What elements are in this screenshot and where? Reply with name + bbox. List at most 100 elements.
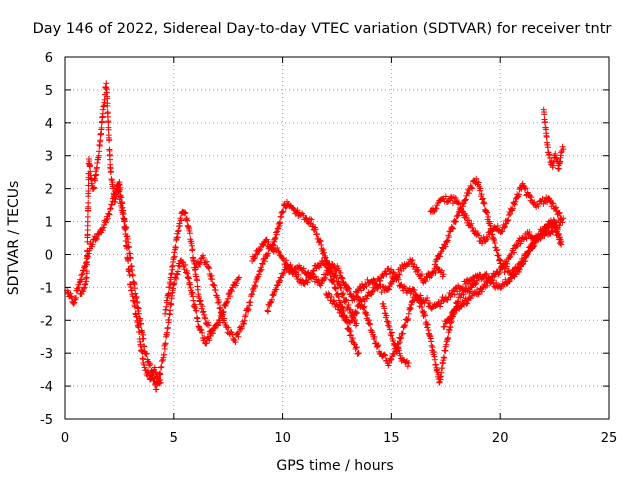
data-point [466, 217, 473, 224]
data-point [396, 347, 403, 354]
data-point [355, 294, 362, 301]
data-point [398, 334, 405, 341]
data-point [513, 265, 520, 272]
data-point [439, 364, 446, 371]
data-point [347, 306, 354, 313]
data-point [382, 352, 389, 359]
data-point [276, 249, 283, 256]
data-point [366, 317, 373, 324]
data-point [443, 238, 450, 245]
series-track-f [264, 256, 447, 315]
data-point [386, 360, 393, 367]
data-point [444, 296, 451, 303]
data-point [332, 285, 339, 292]
data-point [206, 265, 213, 272]
data-point [193, 314, 200, 321]
data-point [184, 217, 191, 224]
data-point [444, 198, 451, 205]
data-point [541, 111, 548, 118]
data-point [312, 273, 319, 280]
data-point [124, 245, 131, 252]
data-point [242, 313, 249, 320]
data-point [523, 235, 530, 242]
data-point [496, 256, 503, 263]
data-point [157, 364, 164, 371]
y-tick-label: 0 [45, 248, 53, 263]
data-point [483, 270, 490, 277]
data-point [496, 270, 503, 277]
data-point [542, 119, 549, 126]
data-point [145, 369, 152, 376]
data-point [473, 175, 480, 182]
data-point [255, 271, 262, 278]
data-point [75, 284, 82, 291]
data-point [257, 267, 264, 274]
data-point [183, 216, 190, 223]
data-point [250, 288, 257, 295]
data-point [501, 223, 508, 230]
data-point [203, 340, 210, 347]
data-point [289, 270, 296, 277]
data-point [493, 247, 500, 254]
data-point [164, 299, 171, 306]
data-point [140, 361, 147, 368]
data-point [133, 293, 140, 300]
data-point [334, 290, 341, 297]
data-point [360, 304, 367, 311]
data-point [166, 284, 173, 291]
data-point [194, 277, 201, 284]
data-point [501, 263, 508, 270]
data-point [374, 343, 381, 350]
data-point [417, 272, 424, 279]
data-point [213, 321, 220, 328]
data-point [68, 293, 75, 300]
data-point [258, 266, 265, 273]
data-point [347, 328, 354, 335]
data-point [388, 329, 395, 336]
data-point [477, 185, 484, 192]
data-point [268, 296, 275, 303]
data-point [422, 278, 429, 285]
y-tick-label: 4 [45, 117, 53, 132]
data-point [321, 276, 328, 283]
data-point [466, 190, 473, 197]
data-point [432, 205, 439, 212]
data-point [186, 230, 193, 237]
data-point [256, 247, 263, 254]
data-point [460, 203, 467, 210]
data-point [509, 205, 516, 212]
data-point [553, 224, 560, 231]
data-point [343, 297, 350, 304]
data-point [346, 326, 353, 333]
data-point [189, 246, 196, 253]
data-point [522, 258, 529, 265]
data-point [488, 227, 495, 234]
data-point [444, 237, 451, 244]
data-point [104, 215, 111, 222]
data-point [367, 321, 374, 328]
data-point [181, 210, 188, 217]
data-point [505, 211, 512, 218]
data-point [516, 266, 523, 273]
data-point [463, 212, 470, 219]
data-point [558, 149, 565, 156]
data-point [552, 150, 559, 157]
data-point [320, 249, 327, 256]
data-point [508, 206, 515, 213]
data-point [237, 326, 244, 333]
data-point [275, 278, 282, 285]
x-tick-label: 10 [274, 431, 291, 446]
y-tick-label: -4 [40, 380, 53, 395]
data-point [78, 291, 85, 298]
data-point [107, 205, 114, 212]
data-point [426, 300, 433, 307]
data-point [212, 287, 219, 294]
data-point [371, 333, 378, 340]
data-point [80, 267, 87, 274]
data-point [383, 271, 390, 278]
data-point [363, 283, 370, 290]
data-point [397, 335, 404, 342]
data-point [201, 314, 208, 321]
data-point [370, 287, 377, 294]
data-point [141, 364, 148, 371]
